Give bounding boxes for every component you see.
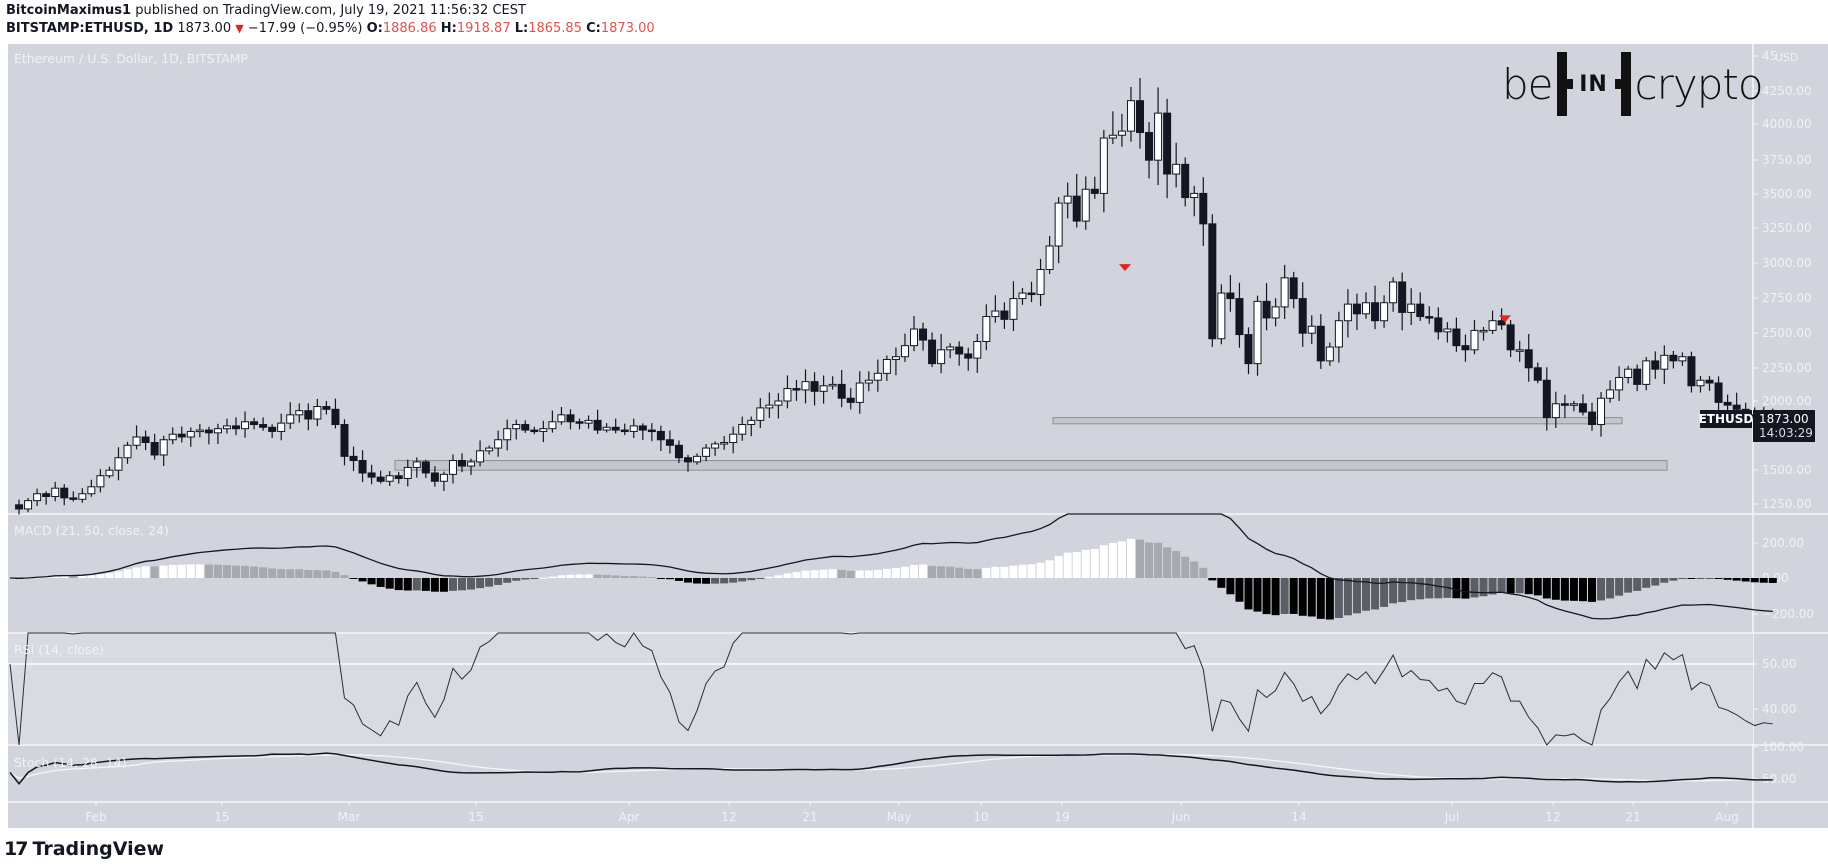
low-label: L: xyxy=(514,21,529,36)
stoch-k-line xyxy=(9,752,1773,785)
time-tick: Jul xyxy=(1444,810,1459,824)
indicator-tick: 50.00 xyxy=(1762,772,1796,786)
bar-countdown: 14:03:29 xyxy=(1759,426,1813,440)
price-tick: 2000.00 xyxy=(1762,394,1812,408)
high-label: H: xyxy=(440,21,457,36)
close-label: C: xyxy=(586,21,601,36)
last-price-value: 1873.00 xyxy=(1759,412,1809,426)
tradingview-brand: TradingView xyxy=(32,838,165,860)
price-change: −17.99 (−0.95%) xyxy=(247,21,363,36)
symbol-legend: BITSTAMP:ETHUSD, 1D 1873.00 ▼ −17.99 (−0… xyxy=(6,21,655,36)
time-tick: Mar xyxy=(338,810,361,824)
time-tick: Jun xyxy=(1171,810,1191,824)
close-value: 1873.00 xyxy=(600,21,655,36)
indicator-tick: −200.00 xyxy=(1762,607,1814,621)
price-tick: 1500.00 xyxy=(1762,463,1812,477)
rsi-band xyxy=(8,634,1753,744)
down-arrow-icon: ▼ xyxy=(235,22,244,35)
time-tick: 15 xyxy=(214,810,229,824)
symbol-name: BITSTAMP:ETHUSD, 1D xyxy=(6,21,174,36)
time-tick: 21 xyxy=(1625,810,1640,824)
price-tick: 2250.00 xyxy=(1762,361,1812,375)
time-tick: Aug xyxy=(1715,810,1738,824)
candles xyxy=(15,77,1777,515)
publish-text: published on TradingView.com, July 19, 2… xyxy=(135,3,526,18)
sell-signal-marker xyxy=(1499,315,1511,323)
price-tick: 4250.00 xyxy=(1762,84,1812,98)
chart-title: Ethereum / U.S. Dollar, 1D, BITSTAMP xyxy=(14,51,249,66)
price-tick: 3750.00 xyxy=(1762,153,1812,167)
indicator-tick: 200.00 xyxy=(1762,536,1804,550)
price-tick: 3000.00 xyxy=(1762,256,1812,270)
symbol-price-label: ETHUSD xyxy=(1698,410,1754,428)
tradingview-logo[interactable]: 17 TradingView xyxy=(4,838,164,860)
watermark-in-box: IN xyxy=(1556,52,1631,116)
time-tick: May xyxy=(887,810,912,824)
price-tick: 3250.00 xyxy=(1762,221,1812,235)
indicator-tick: 40.00 xyxy=(1762,702,1796,716)
time-tick: 15 xyxy=(468,810,483,824)
time-tick: Feb xyxy=(85,810,106,824)
tradingview-logo-icon: 17 xyxy=(4,838,28,860)
publish-info: BitcoinMaximus1 published on TradingView… xyxy=(6,3,526,18)
macd-label[interactable]: MACD (21, 50, close, 24) xyxy=(14,523,169,538)
indicator-tick: 50.00 xyxy=(1762,657,1796,671)
sell-signal-marker xyxy=(1119,264,1131,272)
indicator-tick: 100.00 xyxy=(1762,740,1804,754)
author-name[interactable]: BitcoinMaximus1 xyxy=(6,3,132,18)
watermark-crypto: crypto xyxy=(1634,59,1764,109)
macd-histogram xyxy=(15,538,1777,620)
time-tick: 12 xyxy=(1545,810,1560,824)
price-tick: 3500.00 xyxy=(1762,187,1812,201)
watermark-in: IN xyxy=(1579,71,1608,97)
time-tick: 10 xyxy=(973,810,988,824)
open-value: 1886.86 xyxy=(382,21,437,36)
price-tick: 2500.00 xyxy=(1762,326,1812,340)
time-tick: 14 xyxy=(1291,810,1306,824)
currency-label[interactable]: USD xyxy=(1775,51,1799,64)
price-tick: 45 xyxy=(1762,49,1777,63)
support-zone[interactable] xyxy=(394,460,1668,471)
time-tick: Apr xyxy=(619,810,640,824)
time-tick: 21 xyxy=(802,810,817,824)
last-price: 1873.00 xyxy=(177,21,232,36)
stoch-label[interactable]: Stoch (14, 28, 14) xyxy=(14,755,127,770)
last-price-badge: 1873.00 14:03:29 xyxy=(1753,410,1815,442)
macd-line xyxy=(9,513,1773,620)
high-value: 1918.87 xyxy=(456,21,511,36)
time-tick: 19 xyxy=(1054,810,1069,824)
time-tick: 12 xyxy=(721,810,736,824)
watermark-be: be xyxy=(1502,59,1553,109)
low-value: 1865.85 xyxy=(528,21,582,36)
rsi-line xyxy=(9,632,1773,746)
price-tick: 2750.00 xyxy=(1762,291,1812,305)
price-tick: 1250.00 xyxy=(1762,497,1812,511)
price-tick: 4000.00 xyxy=(1762,117,1812,131)
rsi-label[interactable]: RSI (14, close) xyxy=(14,642,105,657)
support-zone[interactable] xyxy=(1052,417,1623,425)
open-label: O: xyxy=(366,21,383,36)
beincrypto-watermark: be IN crypto xyxy=(1502,52,1764,116)
